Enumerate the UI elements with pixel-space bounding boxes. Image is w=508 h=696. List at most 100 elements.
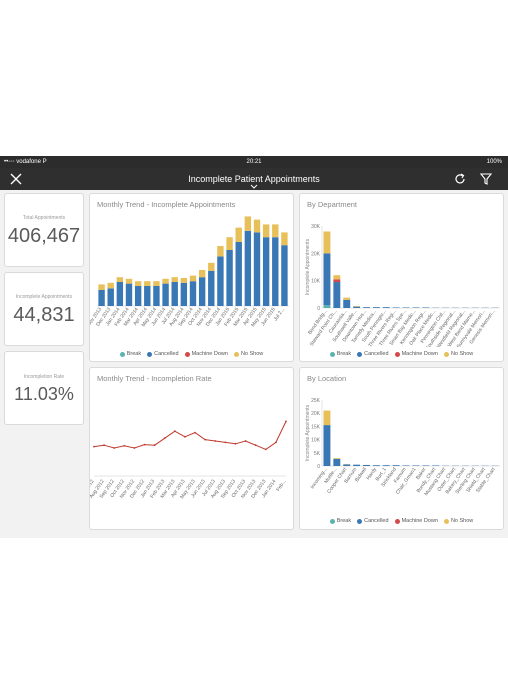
bar-segment[interactable] [343, 299, 351, 308]
bar-segment[interactable] [226, 237, 233, 250]
bar-segment[interactable] [107, 288, 114, 306]
bar-segment[interactable] [217, 256, 224, 306]
bar-segment[interactable] [244, 230, 252, 306]
page-title[interactable]: Incomplete Patient Appointments [188, 174, 320, 184]
bar-segment[interactable] [281, 232, 288, 246]
bar-segment[interactable] [333, 458, 341, 459]
legend-item[interactable]: Break [329, 351, 351, 357]
bar-segment[interactable] [432, 465, 440, 466]
chart-by-location[interactable]: By Location 0 5K 10K 15K 20K 25K Incomplete Ap… [299, 367, 504, 530]
legend-item[interactable]: Machine Down [394, 518, 438, 524]
close-icon[interactable] [8, 171, 24, 187]
rate-point[interactable] [103, 444, 106, 447]
bar-segment[interactable] [262, 224, 270, 238]
bar-segment[interactable] [343, 297, 351, 300]
chart-monthly-incomplete[interactable]: Monthly Trend - Incomplete Appointments … [89, 193, 294, 362]
bar-segment[interactable] [372, 465, 380, 466]
legend-item[interactable]: No Show [443, 351, 473, 357]
filter-icon[interactable] [478, 171, 494, 187]
bar-segment[interactable] [333, 458, 341, 466]
bar-segment[interactable] [272, 224, 279, 238]
bar-segment[interactable] [180, 278, 188, 283]
rate-point[interactable] [274, 441, 277, 444]
bar-segment[interactable] [171, 282, 178, 306]
bar-segment[interactable] [226, 250, 233, 306]
rate-point[interactable] [194, 431, 196, 434]
bar-segment[interactable] [343, 464, 351, 466]
legend-item[interactable]: Cancelled [357, 518, 389, 524]
bar-segment[interactable] [333, 282, 341, 308]
bar-segment[interactable] [134, 286, 142, 306]
rate-point[interactable] [285, 420, 287, 423]
rate-point[interactable] [234, 442, 237, 445]
bar-segment[interactable] [272, 237, 279, 306]
bar-segment[interactable] [422, 307, 430, 308]
bar-segment[interactable] [382, 465, 390, 466]
bar-segment[interactable] [412, 465, 420, 466]
refresh-icon[interactable] [452, 171, 468, 187]
chevron-down-icon[interactable] [250, 184, 258, 189]
bar-segment[interactable] [323, 410, 331, 426]
bar-segment[interactable] [412, 307, 420, 308]
bar-segment[interactable] [244, 216, 252, 231]
bar-segment[interactable] [180, 282, 188, 306]
rate-point[interactable] [184, 435, 186, 438]
bar-segment[interactable] [98, 284, 105, 290]
bar-segment[interactable] [353, 306, 361, 307]
legend-item[interactable]: No Show [233, 351, 263, 357]
bar-segment[interactable] [382, 307, 390, 308]
bar-segment[interactable] [198, 277, 206, 306]
bar-segment[interactable] [171, 277, 178, 282]
chart-by-department[interactable]: By Department 0 10K 20K 30K Incomplete Appoi… [299, 193, 504, 362]
bar-segment[interactable] [323, 253, 331, 306]
bar-segment[interactable] [144, 281, 151, 286]
legend-item[interactable]: Cancelled [357, 351, 389, 357]
rate-point[interactable] [204, 438, 207, 441]
bar-segment[interactable] [162, 278, 169, 284]
bar-segment[interactable] [353, 306, 361, 308]
rate-point[interactable] [214, 440, 217, 442]
kpi-card-incomplete[interactable]: Incomplete Appointments 44,831 [4, 272, 84, 346]
bar-segment[interactable] [153, 286, 160, 306]
bar-segment[interactable] [281, 245, 288, 306]
rate-point[interactable] [123, 444, 126, 447]
bar-segment[interactable] [144, 286, 151, 306]
bar-segment[interactable] [189, 281, 197, 306]
bar-segment[interactable] [198, 270, 206, 278]
rate-point[interactable] [113, 447, 116, 449]
bar-segment[interactable] [253, 219, 261, 233]
kpi-card-total[interactable]: Total Appointments 406,467 [4, 193, 84, 267]
rate-point[interactable] [173, 430, 176, 433]
legend-item[interactable]: Break [119, 351, 141, 357]
bar-segment[interactable] [333, 279, 341, 283]
rate-point[interactable] [254, 444, 257, 447]
rate-point[interactable] [224, 441, 227, 444]
bar-segment[interactable] [323, 425, 331, 466]
rate-point[interactable] [133, 447, 136, 449]
bar-segment[interactable] [189, 275, 197, 282]
bar-segment[interactable] [363, 307, 370, 308]
bar-segment[interactable] [125, 283, 133, 306]
bar-segment[interactable] [116, 282, 124, 306]
bar-segment[interactable] [208, 262, 215, 271]
bar-segment[interactable] [107, 282, 114, 289]
bar-segment[interactable] [372, 307, 380, 308]
bar-segment[interactable] [125, 278, 133, 284]
rate-point[interactable] [93, 445, 95, 448]
rate-point[interactable] [163, 437, 166, 440]
bar-segment[interactable] [363, 464, 370, 466]
bar-segment[interactable] [116, 277, 124, 282]
bar-segment[interactable] [208, 270, 215, 306]
bar-segment[interactable] [262, 237, 270, 306]
bar-segment[interactable] [235, 242, 242, 306]
bar-segment[interactable] [323, 305, 331, 308]
rate-point[interactable] [244, 440, 247, 442]
legend-item[interactable]: No Show [443, 518, 473, 524]
rate-point[interactable] [264, 448, 267, 451]
bar-segment[interactable] [253, 232, 261, 306]
legend-item[interactable]: Cancelled [147, 351, 179, 357]
kpi-card-rate[interactable]: Incompletion Rate 11.03% [4, 351, 84, 425]
bar-segment[interactable] [392, 465, 400, 466]
bar-segment[interactable] [153, 281, 160, 286]
rate-point[interactable] [153, 444, 156, 447]
